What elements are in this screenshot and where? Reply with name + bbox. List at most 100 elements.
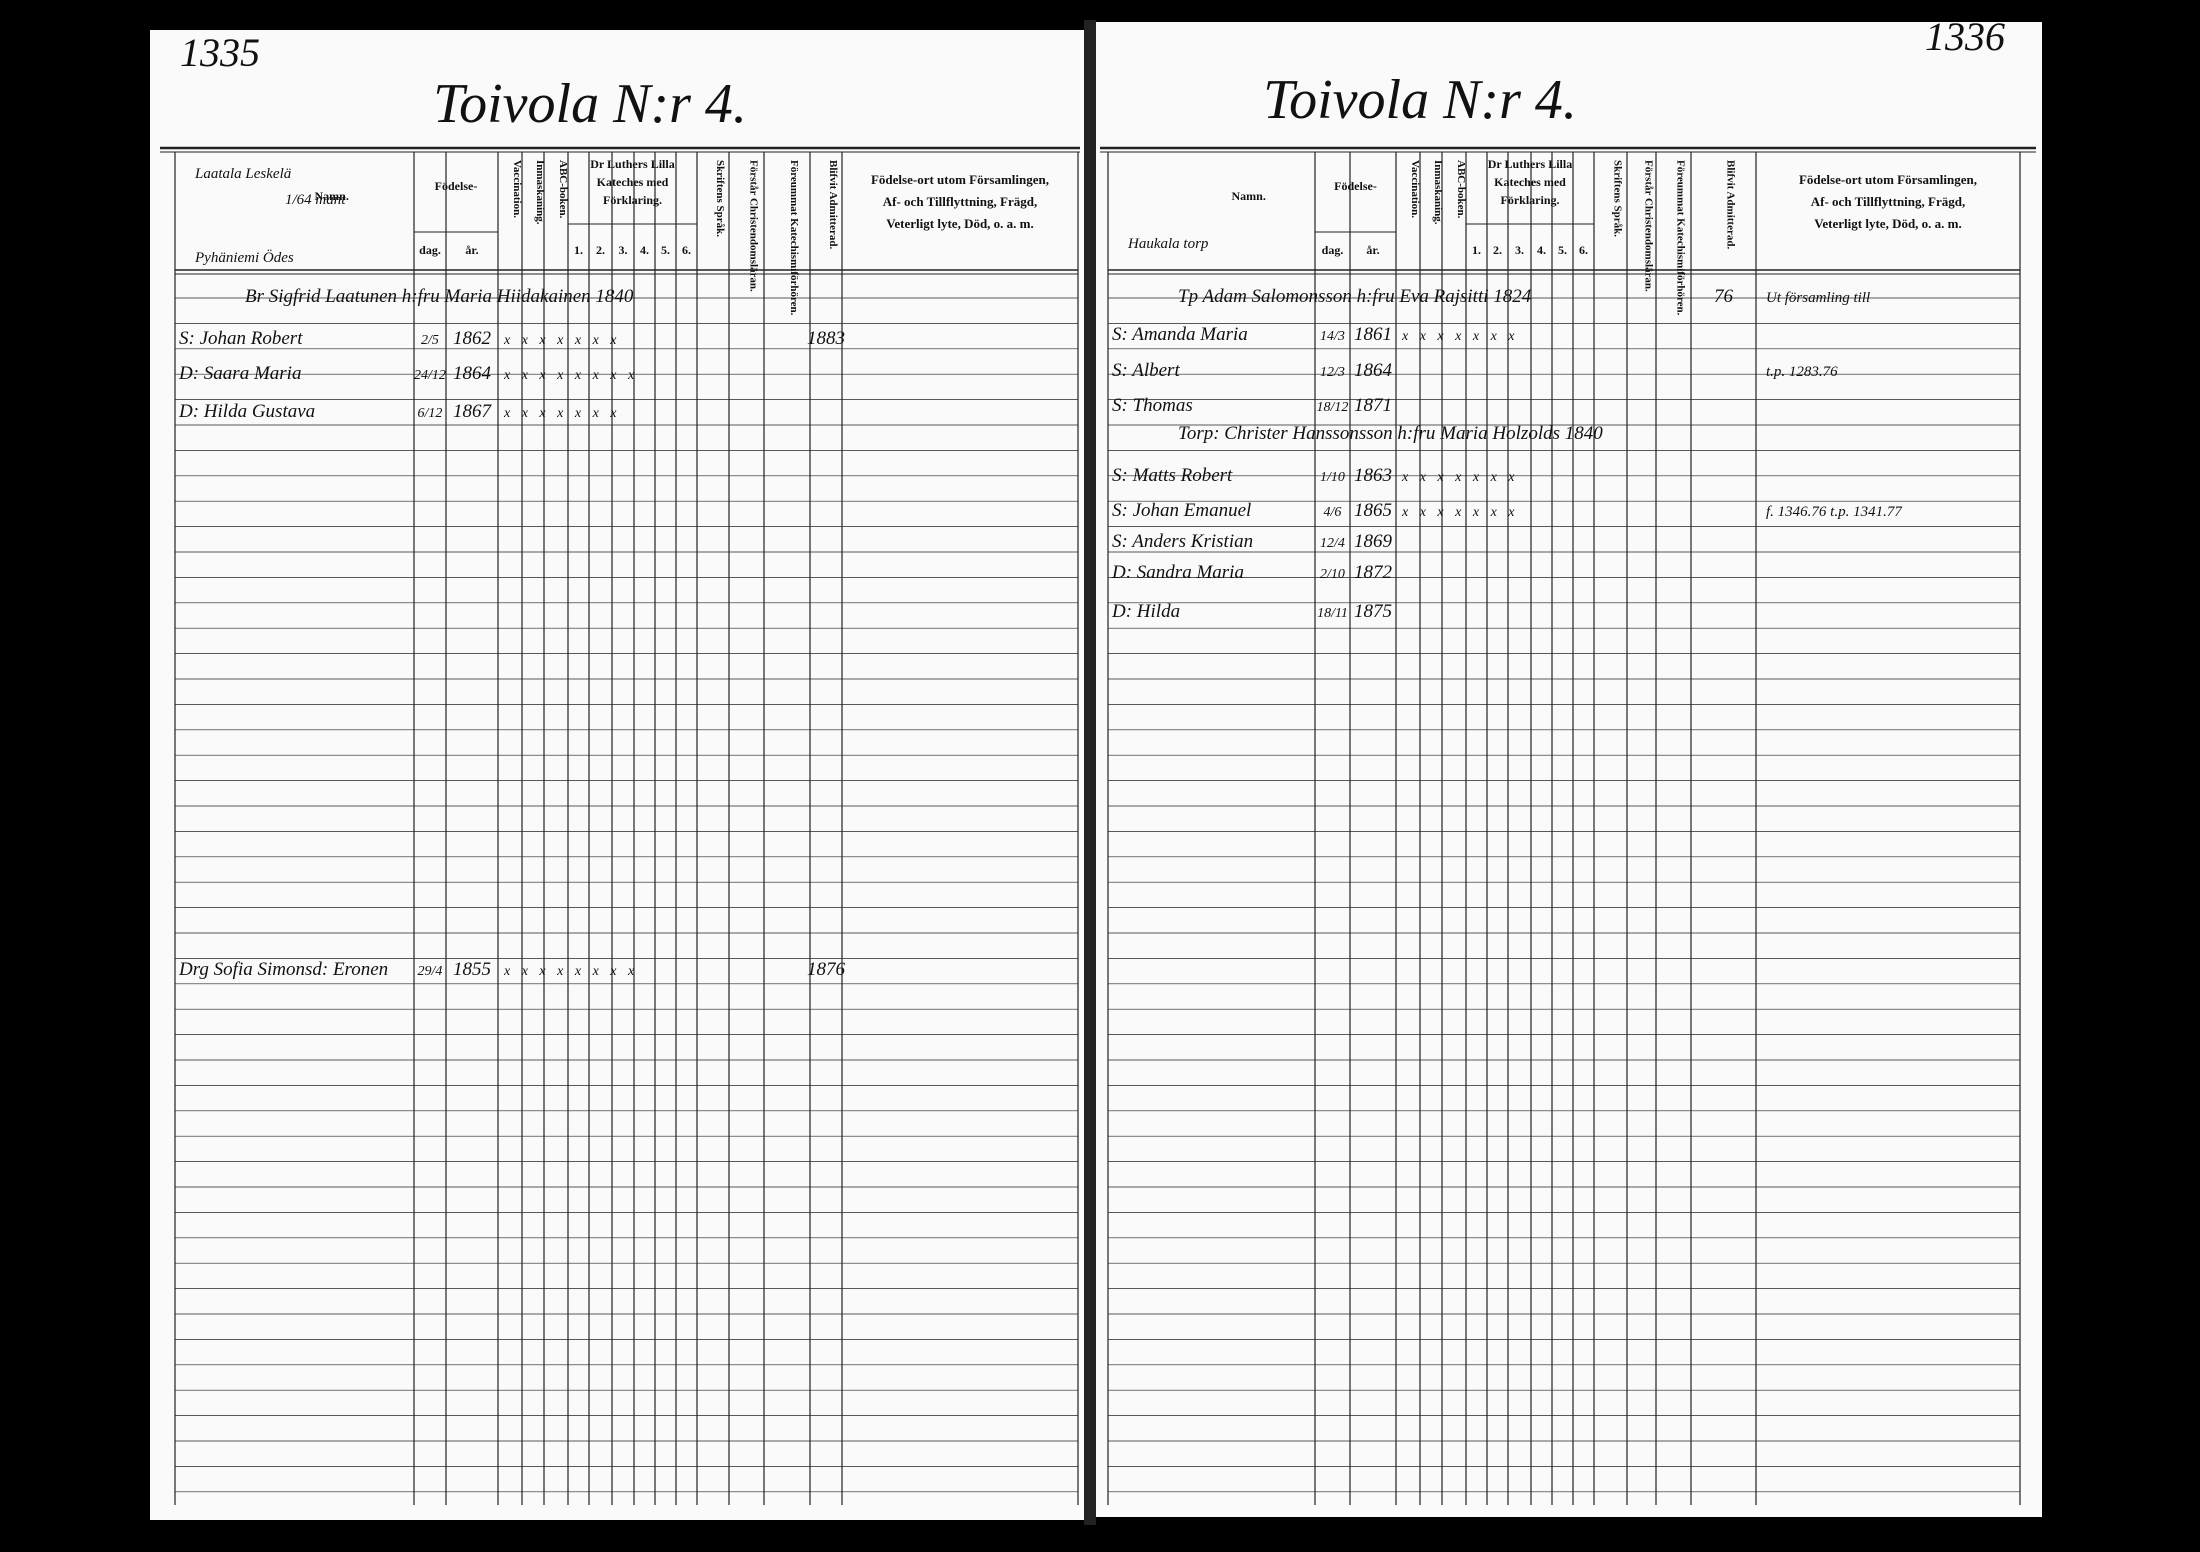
reading-marks: x x x x x x x xyxy=(503,333,621,348)
header-attended: Föreummat Katechismiförhören. xyxy=(788,160,800,316)
reading-marks: x x x x x x x xyxy=(1401,505,1519,520)
header-catechism-part: 4. xyxy=(1537,243,1546,257)
birth-year: 1864 xyxy=(453,363,492,384)
header-understanding: Förstår Christendomsläran. xyxy=(748,160,760,292)
household-line: Br Sigfrid Laatunen h:fru Maria Hiidakai… xyxy=(245,286,634,307)
remark: t.p. 1283.76 xyxy=(1766,364,1838,380)
birth-day: 2/5 xyxy=(421,333,439,348)
birth-day: 24/12 xyxy=(414,368,446,383)
header-catechism-part: 4. xyxy=(640,243,649,257)
admitted-year: 1876 xyxy=(807,959,846,980)
header-day: dag. xyxy=(1322,243,1344,257)
header-catechism: Förklaring. xyxy=(603,193,662,207)
header-admitted: Blifvit Admitterad. xyxy=(1725,160,1737,249)
header-inoculation: Inmaskaning. xyxy=(534,160,546,225)
header-catechism-part: 6. xyxy=(1579,243,1588,257)
header-year: år. xyxy=(465,243,478,257)
person-name: S: Thomas xyxy=(1112,395,1193,416)
household-note: Pyhäniemi Ödes xyxy=(194,249,294,266)
birth-day: 4/6 xyxy=(1324,505,1342,520)
header-vaccination: Vaccination. xyxy=(511,160,523,218)
header-catechism-part: 5. xyxy=(1558,243,1567,257)
birth-year: 1864 xyxy=(1354,360,1393,381)
household-note: Haukala torp xyxy=(1127,236,1209,252)
page-number: 1336 xyxy=(1925,14,2005,59)
birth-year: 1863 xyxy=(1354,465,1392,486)
remark: f. 1346.76 t.p. 1341.77 xyxy=(1766,504,1903,520)
header-day: dag. xyxy=(419,243,441,257)
spine xyxy=(1084,20,1096,1525)
admitted-year: 76 xyxy=(1714,286,1734,307)
person-name: S: Matts Robert xyxy=(1112,465,1233,486)
household-line: Tp Adam Salomonsson h:fru Eva Rajsitti 1… xyxy=(1178,286,1532,307)
header-attended: Föreummat Katechismiförhören. xyxy=(1675,160,1687,316)
header-remarks: Veterligt lyte, Död, o. a. m. xyxy=(886,216,1034,231)
header-catechism-part: 1. xyxy=(574,243,583,257)
reading-marks: x x x x x x x x xyxy=(503,964,638,979)
header-reading: Skriftens Språk. xyxy=(714,160,726,237)
person-name: S: Johan Emanuel xyxy=(1112,500,1251,521)
header-catechism: Kateches med xyxy=(597,175,669,189)
birth-year: 1861 xyxy=(1354,324,1392,345)
header-catechism-part: 2. xyxy=(1493,243,1502,257)
person-name: S: Anders Kristian xyxy=(1112,531,1253,552)
person-name: S: Albert xyxy=(1112,360,1180,381)
header-year: år. xyxy=(1366,243,1379,257)
person-name: D: Hilda Gustava xyxy=(178,401,315,422)
birth-day: 29/4 xyxy=(418,964,443,979)
reading-marks: x x x x x x x xyxy=(503,406,621,421)
birth-year: 1872 xyxy=(1354,562,1393,583)
header-reading: Skriftens Språk. xyxy=(1612,160,1624,237)
header-understanding: Förstår Christendomsläran. xyxy=(1643,160,1655,292)
header-abc: ABC-boken. xyxy=(557,160,569,219)
header-inoculation: Inmaskaning. xyxy=(1432,160,1444,225)
header-vaccination: Vaccination. xyxy=(1409,160,1421,218)
header-remarks: Födelse-ort utom Församlingen, xyxy=(871,172,1049,187)
birth-day: 14/3 xyxy=(1320,329,1345,344)
birth-year: 1867 xyxy=(453,401,493,422)
person-name: D: Sandra Maria xyxy=(1111,562,1244,583)
header-birth: Födelse- xyxy=(1334,179,1377,193)
birth-day: 6/12 xyxy=(418,406,443,421)
header-catechism-part: 3. xyxy=(619,243,628,257)
birth-day: 12/3 xyxy=(1320,365,1345,380)
right-sheet xyxy=(1096,22,2042,1517)
header-catechism-part: 6. xyxy=(682,243,691,257)
header-catechism: Dr Luthers Lilla xyxy=(590,157,674,171)
header-remarks: Af- och Tillflyttning, Frägd, xyxy=(1811,194,1965,209)
household-note: Laatala Leskelä xyxy=(194,166,291,182)
header-admitted: Blifvit Admitterad. xyxy=(827,160,839,249)
header-catechism-part: 3. xyxy=(1515,243,1524,257)
header-birth: Födelse- xyxy=(435,179,478,193)
birth-year: 1875 xyxy=(1354,601,1392,622)
birth-day: 18/11 xyxy=(1317,606,1348,621)
page-number: 1335 xyxy=(180,30,260,75)
header-name: Namn. xyxy=(315,189,349,203)
person-name: S: Johan Robert xyxy=(179,328,303,349)
admitted-year: 1883 xyxy=(807,328,845,349)
birth-year: 1855 xyxy=(453,959,491,980)
person-name: S: Amanda Maria xyxy=(1112,324,1248,345)
header-remarks: Födelse-ort utom Församlingen, xyxy=(1799,172,1977,187)
header-catechism-part: 1. xyxy=(1472,243,1481,257)
remark: Ut församling till xyxy=(1766,290,1870,306)
header-catechism-part: 5. xyxy=(661,243,670,257)
header-abc: ABC-boken. xyxy=(1455,160,1467,219)
reading-marks: x x x x x x x x xyxy=(503,368,638,383)
household-note: 1/64 mant xyxy=(285,192,346,208)
header-catechism: Dr Luthers Lilla xyxy=(1488,157,1572,171)
header-remarks: Af- och Tillflyttning, Frägd, xyxy=(883,194,1037,209)
header-catechism-part: 2. xyxy=(596,243,605,257)
birth-year: 1869 xyxy=(1354,531,1393,552)
birth-day: 12/4 xyxy=(1320,536,1345,551)
person-name: Drg Sofia Simonsd: Eronen xyxy=(178,959,388,980)
header-name: Namn. xyxy=(1232,189,1266,203)
birth-day: 2/10 xyxy=(1320,567,1345,582)
reading-marks: x x x x x x x xyxy=(1401,329,1519,344)
birth-year: 1871 xyxy=(1354,395,1392,416)
person-name: D: Hilda xyxy=(1111,601,1180,622)
page-title: Toivola N:r 4. xyxy=(1263,69,1577,131)
birth-year: 1862 xyxy=(453,328,492,349)
header-catechism: Kateches med xyxy=(1494,175,1566,189)
